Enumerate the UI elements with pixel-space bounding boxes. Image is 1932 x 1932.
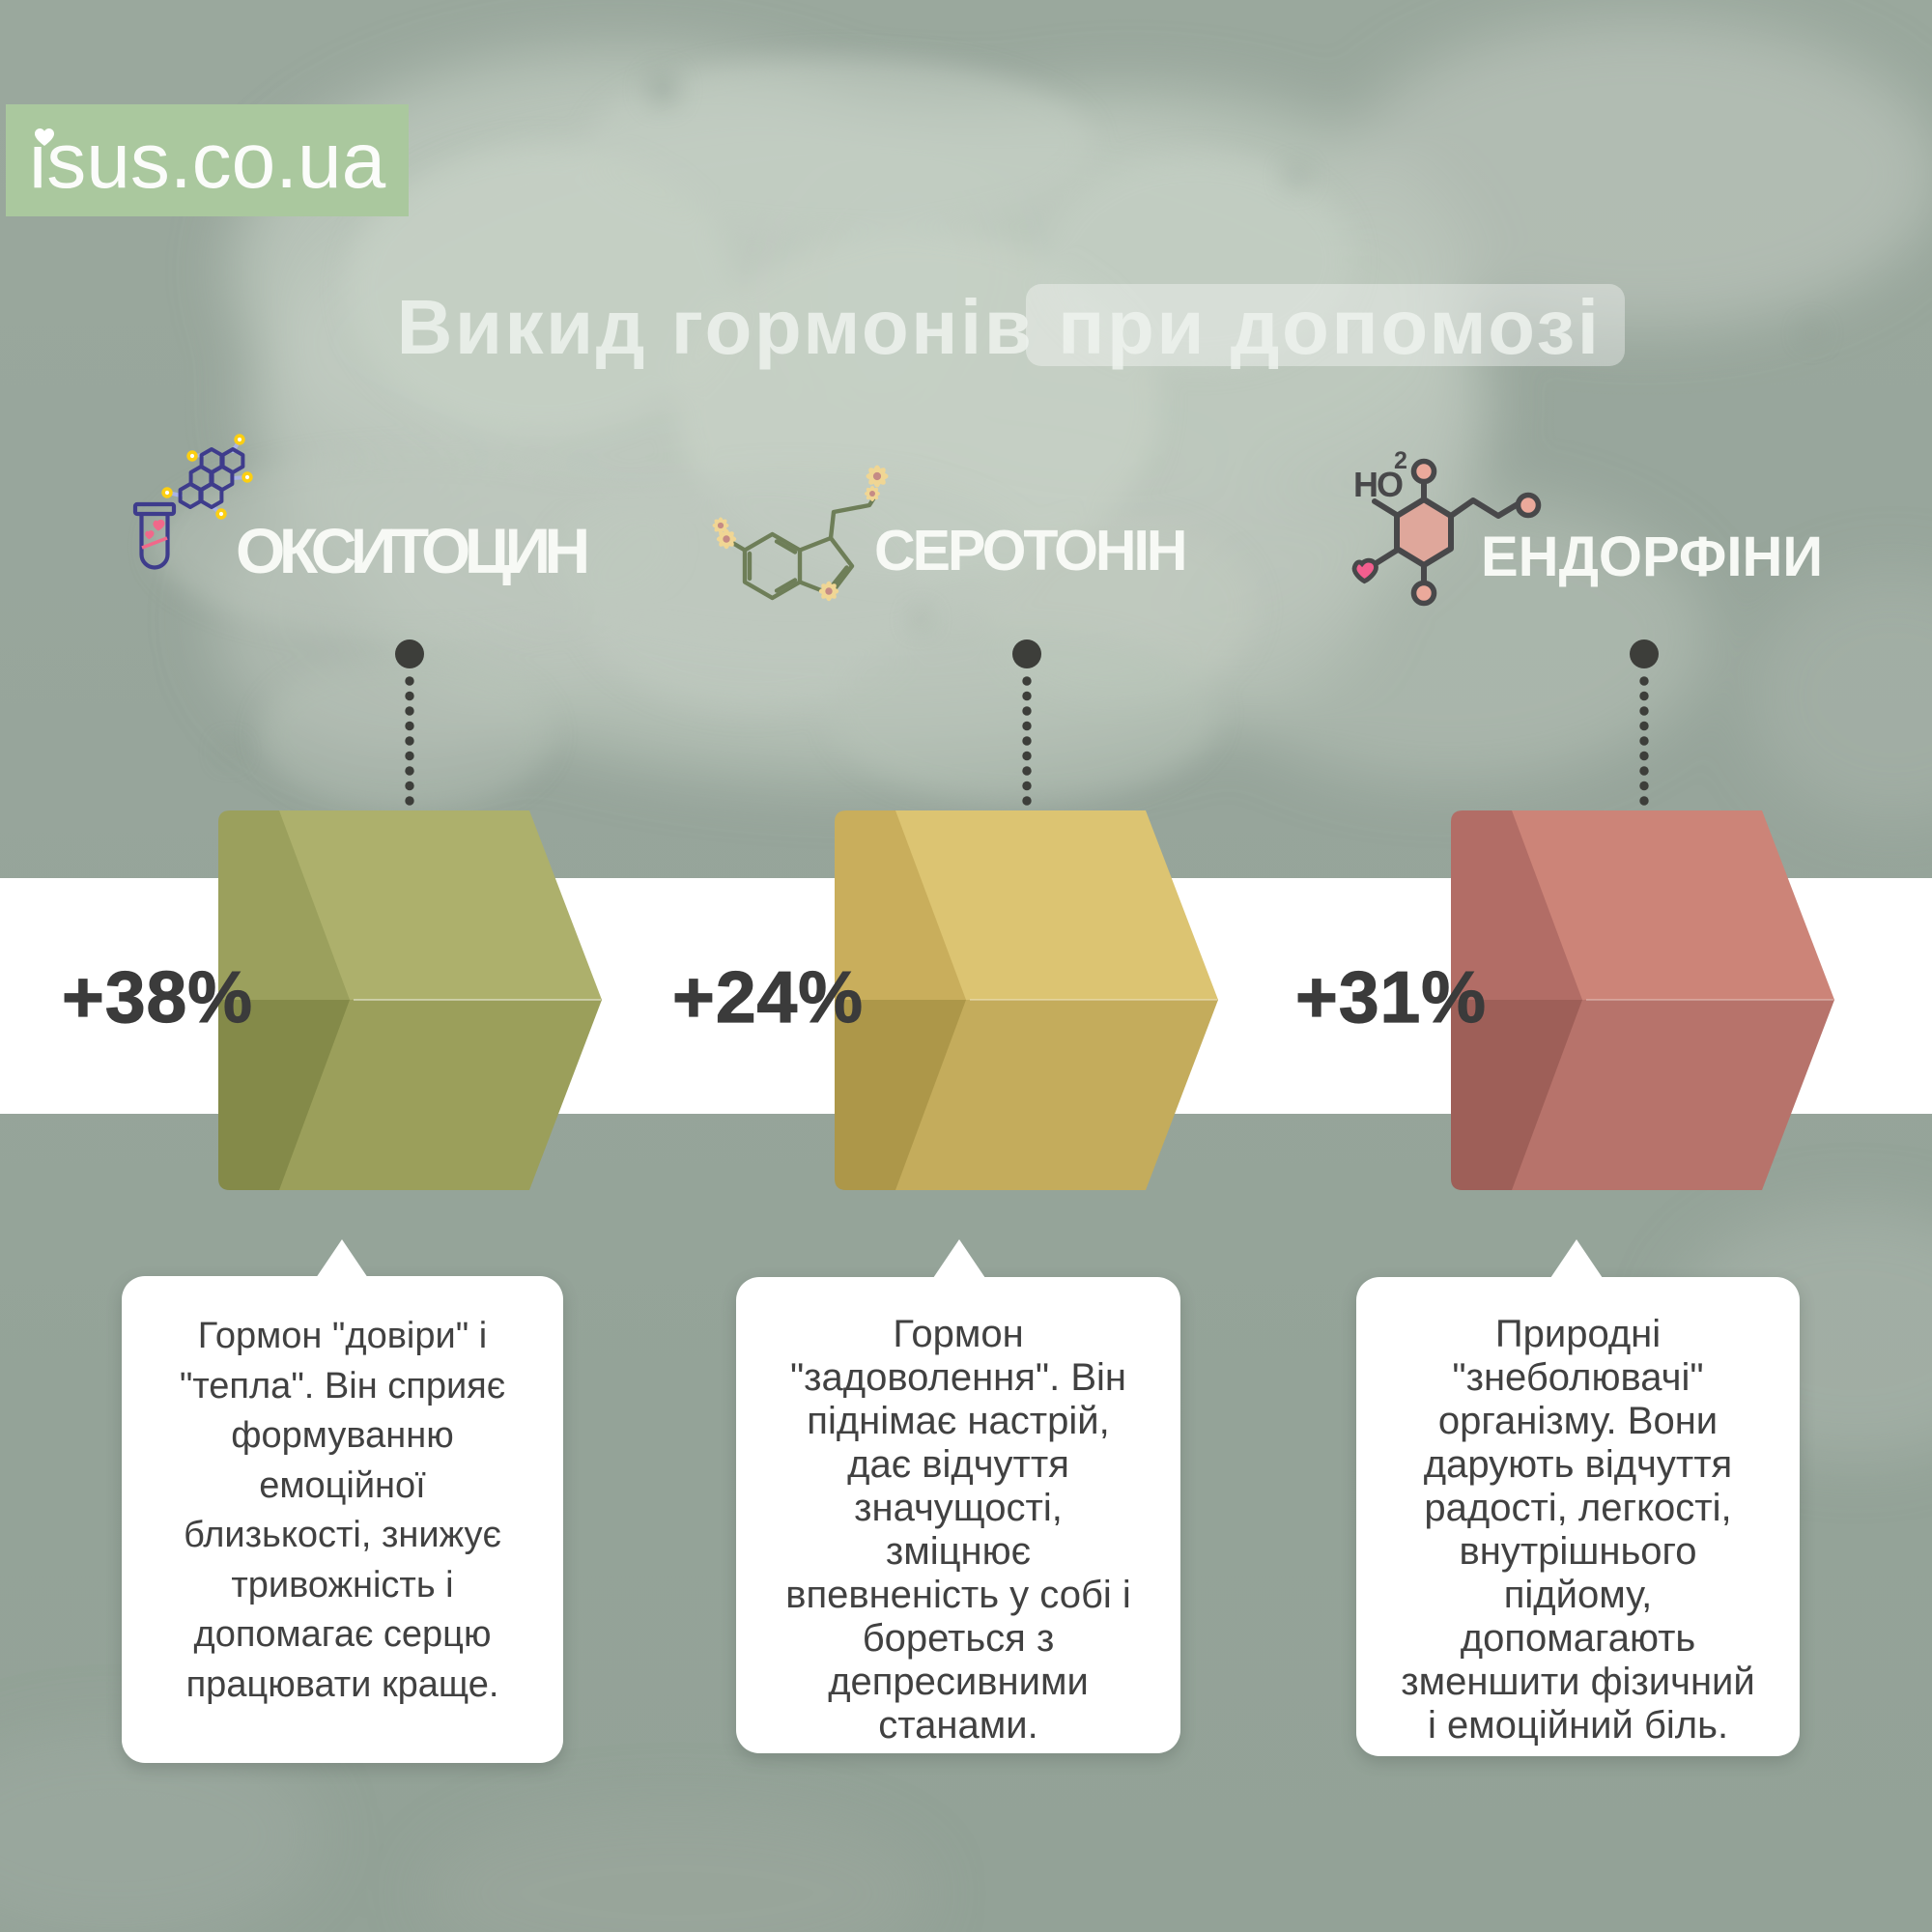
svg-text:HO: HO	[1353, 465, 1403, 504]
svg-text:2: 2	[1394, 447, 1407, 474]
